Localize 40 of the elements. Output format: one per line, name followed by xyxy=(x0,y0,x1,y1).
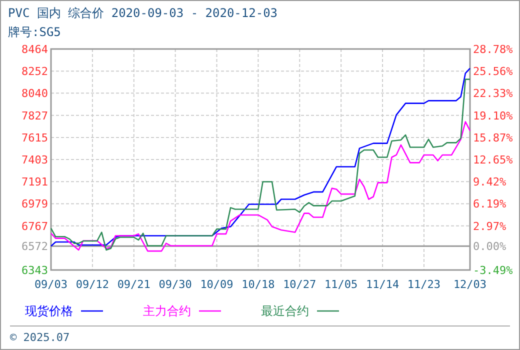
y-tick-label: 7827 xyxy=(22,109,48,122)
y2-tick-label: -3.49% xyxy=(473,264,514,277)
y-tick-label: 7191 xyxy=(22,176,48,189)
x-tick-label: 11/05 xyxy=(324,278,358,291)
y2-tick-label: 12.65% xyxy=(473,153,514,166)
text: © 2025.07 xyxy=(10,331,70,344)
x-tick-label: 09/12 xyxy=(76,278,109,291)
y2-tick-label: 0.00% xyxy=(473,240,506,254)
y2-tick-label: 2.97% xyxy=(473,220,506,233)
y-tick-label: 8252 xyxy=(22,65,48,78)
y2-tick-label: 9.42% xyxy=(473,176,506,189)
x-tick-label: 09/03 xyxy=(34,278,68,291)
x-tick-label: 09/30 xyxy=(158,278,192,291)
y-tick-label: 8040 xyxy=(22,87,48,100)
y-tick-label: 6343 xyxy=(22,264,48,277)
legend-label: 现货价格 xyxy=(25,304,73,318)
x-tick-label: 12/03 xyxy=(453,278,487,291)
y2-tick-label: 19.10% xyxy=(473,109,514,122)
legend-label: 最近合约 xyxy=(261,304,309,318)
chart-title: PVC 国内 综合价 2020-09-03 - 2020-12-03 xyxy=(8,6,278,20)
y-tick-label: 6767 xyxy=(22,220,48,233)
x-tick-label: 10/27 xyxy=(283,278,316,291)
y2-tick-label: 28.78% xyxy=(473,43,514,56)
x-tick-label: 10/18 xyxy=(242,278,275,291)
line-series xyxy=(50,121,471,252)
x-tick-label: 10/09 xyxy=(200,278,234,291)
y2-tick-label: 25.56% xyxy=(473,65,514,78)
y-tick-label: 7615 xyxy=(22,131,48,144)
y2-tick-label: 22.33% xyxy=(473,87,514,100)
y2-tick-label: 15.87% xyxy=(473,131,514,144)
x-tick-label: 11/14 xyxy=(366,278,400,291)
legend-label: 主力合约 xyxy=(143,304,191,318)
y-tick-label: 8464 xyxy=(22,43,48,56)
x-tick-label: 11/23 xyxy=(407,278,441,291)
x-tick-label: 09/21 xyxy=(117,278,150,291)
y-tick-label: 6572 xyxy=(22,240,48,254)
y-tick-label: 6979 xyxy=(22,198,48,211)
y2-tick-label: 6.19% xyxy=(473,198,506,211)
chart-subtitle: 牌号:SG5 xyxy=(8,25,61,39)
y-tick-label: 7403 xyxy=(22,154,48,167)
